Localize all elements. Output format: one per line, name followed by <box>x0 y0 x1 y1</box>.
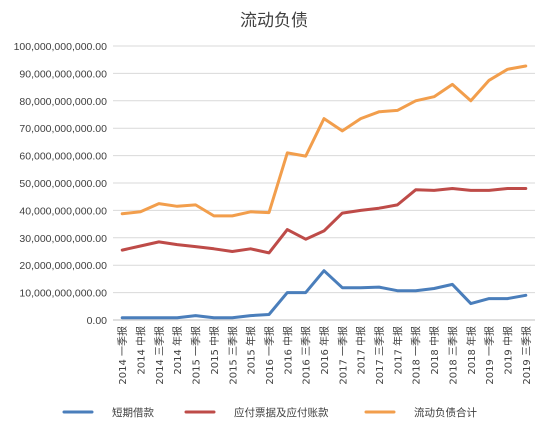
x-tick-label: 2018 一季报 <box>410 326 423 385</box>
y-tick-label: 20,000,000,000.00 <box>19 260 107 272</box>
y-tick-label: 40,000,000,000.00 <box>19 205 107 217</box>
x-tick-label: 2019 三季报 <box>520 326 533 385</box>
series-layer <box>120 64 528 320</box>
x-tick-label: 2015 一季报 <box>190 326 203 385</box>
x-tick-label: 2014 年报 <box>171 326 184 375</box>
x-tick-label: 2015 年报 <box>245 326 258 375</box>
x-tick-label: 2015 三季报 <box>226 326 239 385</box>
x-tick-label: 2014 一季报 <box>116 326 129 385</box>
x-tick-label: 2017 年报 <box>391 326 404 375</box>
x-tick-label: 2016 三季报 <box>300 326 313 385</box>
y-tick-label: 30,000,000,000.00 <box>19 233 107 245</box>
y-tick-label: 90,000,000,000.00 <box>19 68 107 80</box>
series-line-2 <box>120 187 528 255</box>
x-tick-label: 2015 中报 <box>208 326 221 375</box>
series-line-1 <box>120 269 528 320</box>
series-line-3 <box>120 64 528 218</box>
y-tick-label: 60,000,000,000.00 <box>19 151 107 163</box>
legend-label: 短期借款 <box>112 406 154 419</box>
grid-layer <box>113 45 535 321</box>
x-tick-label: 2017 三季报 <box>373 326 386 385</box>
x-tick-label: 2018 中报 <box>428 326 441 375</box>
x-tick-label: 2018 年报 <box>465 326 478 375</box>
y-tick-label: 80,000,000,000.00 <box>19 96 107 108</box>
x-tick-label: 2019 一季报 <box>483 326 496 385</box>
y-tick-label: 10,000,000,000.00 <box>19 288 107 300</box>
chart-title: 流动负债 <box>240 11 308 31</box>
y-axis-tick-labels: 0.00 10,000,000,000.00 20,000,000,000.00 30… <box>14 41 108 327</box>
x-tick-label: 2016 年报 <box>318 326 331 375</box>
y-tick-label: 50,000,000,000.00 <box>19 178 107 190</box>
x-tick-label: 2017 中报 <box>355 326 368 375</box>
x-tick-label: 2016 中报 <box>281 326 294 375</box>
legend: 短期借款 应付票据及应付账款 流动负债合计 <box>62 406 477 419</box>
y-tick-label: 100,000,000,000.00 <box>14 41 108 53</box>
legend-label: 应付票据及应付账款 <box>234 406 329 419</box>
x-tick-label: 2014 中报 <box>135 326 148 375</box>
x-tick-label: 2017 一季报 <box>336 326 349 385</box>
x-tick-label: 2019 中报 <box>501 326 514 375</box>
legend-label: 流动负债合计 <box>414 406 477 419</box>
x-axis-tick-labels: 2014 一季报 2014 中报 2014 三季报 2014 年报 2015 一季报 20… <box>116 326 533 385</box>
y-tick-label: 70,000,000,000.00 <box>19 123 107 135</box>
x-tick-label: 2014 三季报 <box>153 326 166 385</box>
x-tick-label: 2016 一季报 <box>263 326 276 385</box>
y-tick-label: 0.00 <box>87 315 108 327</box>
x-tick-label: 2018 三季报 <box>446 326 459 385</box>
